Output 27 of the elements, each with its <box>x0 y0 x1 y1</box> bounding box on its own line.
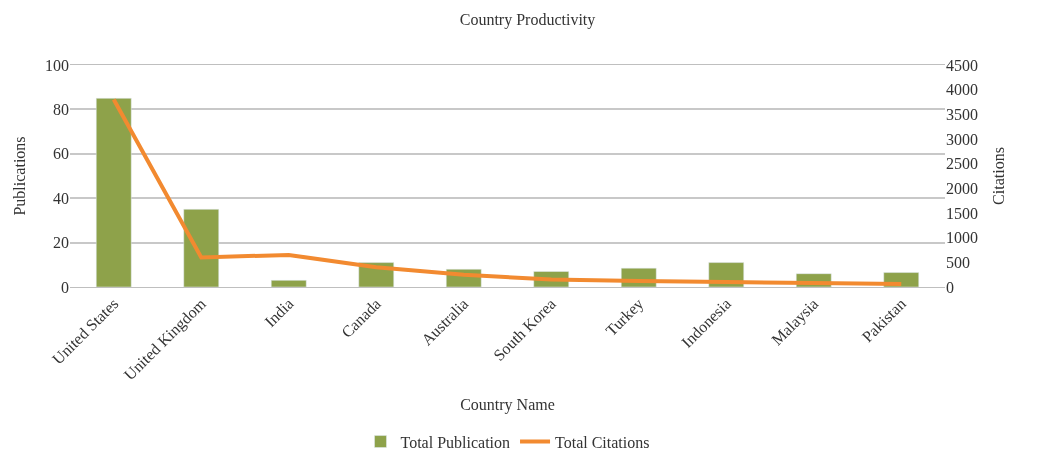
line-series <box>111 97 904 287</box>
y2-tick-label: 1000 <box>946 229 978 247</box>
legend-label: Total Publication <box>400 433 511 451</box>
y2-tick-label: 3500 <box>946 105 978 123</box>
y-tick-label: 80 <box>53 101 69 118</box>
chart-title: Country Productivity <box>459 11 596 30</box>
y2-tick-label: 1500 <box>946 204 978 222</box>
bar <box>271 280 307 287</box>
y-axis-title: Publications <box>10 136 28 216</box>
x-axis-title: Country Name <box>460 395 555 414</box>
y2-tick-label: 4000 <box>946 81 978 99</box>
x-tick-label: India <box>261 294 297 331</box>
y2-tick-label: 3000 <box>946 130 978 148</box>
y2-tick-label: 2500 <box>946 155 978 173</box>
y2-tick-label: 500 <box>946 253 970 271</box>
y-tick-label: 0 <box>61 278 69 296</box>
bar <box>96 98 132 287</box>
y2-tick-label: 2000 <box>946 179 978 197</box>
y-tick-label: 100 <box>45 56 69 74</box>
y-tick-label: 20 <box>53 234 69 252</box>
legend-label: Total Citations <box>555 433 650 451</box>
y2-axis-title: Citations <box>989 147 1007 205</box>
y-tick-label: 40 <box>53 189 69 207</box>
y2-tick-label: 0 <box>946 278 954 296</box>
bar <box>183 209 219 287</box>
y2-tick-label: 4500 <box>946 56 978 74</box>
y-tick-label: 60 <box>53 145 69 163</box>
